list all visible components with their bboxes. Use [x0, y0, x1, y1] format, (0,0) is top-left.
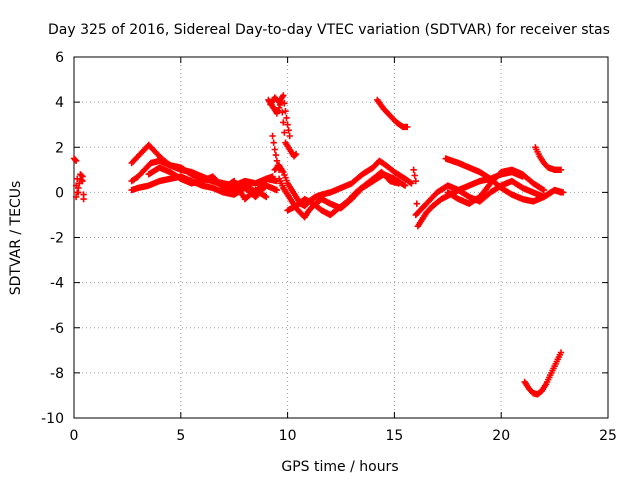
x-tick-label: 0 — [70, 428, 79, 444]
y-tick-label: 6 — [55, 50, 64, 66]
x-tick-label: 20 — [492, 428, 510, 444]
data-series — [444, 166, 548, 207]
data-point-markers — [271, 157, 415, 210]
data-point-markers — [444, 166, 548, 207]
data-series — [442, 155, 567, 205]
data-point-markers — [72, 175, 87, 201]
data-series — [374, 96, 411, 131]
chart-title: Day 325 of 2016, Sidereal Day-to-day VTE… — [48, 22, 610, 38]
y-tick-label: 4 — [55, 95, 64, 111]
data-point-markers — [145, 164, 270, 203]
data-layer — [70, 92, 567, 398]
data-point-markers — [442, 155, 567, 205]
tick-layer: 0 5 10 15 20 25 -10 -8 -6 -4 -2 0 2 4 6 — [41, 50, 617, 444]
data-series — [70, 155, 80, 164]
data-series — [145, 164, 270, 203]
y-axis-label: SDTVAR / TECUs — [8, 181, 24, 296]
x-tick-label: 10 — [279, 428, 297, 444]
y-tick-label: -10 — [41, 411, 64, 427]
data-series — [128, 157, 281, 196]
data-point-markers — [284, 168, 402, 219]
data-point-markers — [128, 157, 281, 196]
data-point-markers — [265, 96, 300, 160]
data-point-markers — [532, 144, 565, 173]
data-point-markers — [521, 349, 565, 398]
data-series — [72, 175, 87, 201]
y-tick-label: -4 — [50, 276, 64, 292]
y-tick-label: 0 — [55, 185, 64, 201]
data-series — [521, 349, 565, 398]
x-tick-label: 25 — [599, 428, 617, 444]
y-tick-label: -8 — [50, 366, 64, 382]
data-series — [271, 157, 415, 210]
data-point-markers — [374, 96, 411, 131]
x-axis-label: GPS time / hours — [281, 459, 398, 475]
y-tick-label: -2 — [50, 231, 64, 247]
data-series — [265, 96, 300, 160]
y-tick-label: -6 — [50, 321, 64, 337]
y-tick-label: 2 — [55, 140, 64, 156]
data-series — [532, 144, 565, 173]
plot-frame — [73, 56, 609, 419]
x-tick-label: 5 — [176, 428, 185, 444]
data-point-markers — [70, 155, 80, 164]
x-tick-label: 15 — [385, 428, 403, 444]
data-series — [284, 168, 402, 219]
